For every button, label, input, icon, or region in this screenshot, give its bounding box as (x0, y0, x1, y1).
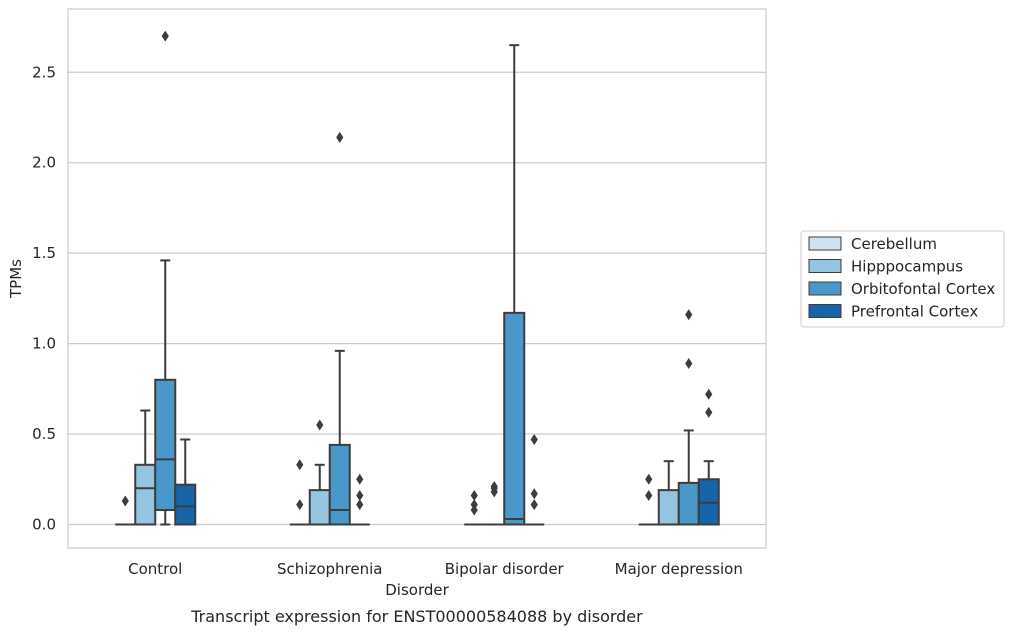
outlier-point (685, 358, 693, 370)
y-tick-label: 0.5 (32, 425, 56, 443)
box-hipppocampus (484, 481, 505, 526)
box-hipppocampus (134, 409, 157, 526)
iqr-box (154, 378, 177, 512)
iqr-box (677, 481, 700, 526)
outlier-point (296, 499, 304, 511)
y-axis-label: TPMs (7, 259, 25, 299)
outlier-point (356, 499, 364, 511)
box-prefrontal-cortex (349, 473, 370, 526)
iqr-box (657, 489, 680, 526)
legend-swatch (808, 281, 842, 296)
legend-label: Orbitofontal Cortex (851, 280, 995, 298)
legend-swatch (808, 259, 842, 273)
box-cerebellum (289, 459, 310, 526)
box-orbitofontal-cortex (328, 131, 351, 526)
legend-frame (800, 230, 1005, 328)
chart-caption: Transcript expression for ENST0000058408… (190, 607, 643, 626)
legend-label: Hipppocampus (851, 258, 963, 276)
box-hipppocampus (308, 419, 331, 526)
outlier-point (705, 388, 713, 400)
box-orbitofontal-cortex (503, 44, 526, 526)
outlier-point (645, 473, 653, 485)
outlier-point (705, 406, 713, 418)
box-orbitofontal-cortex (154, 30, 177, 526)
box-cerebellum (464, 490, 485, 526)
y-tick-label: 0.0 (32, 515, 56, 533)
y-axis-ticks: 0.0 0.5 1.0 1.5 2.0 2.5 (32, 63, 56, 533)
legend-swatch (808, 236, 842, 251)
outlier-point (530, 433, 538, 445)
iqr-box (308, 489, 331, 526)
legend-label: Cerebellum (851, 235, 937, 253)
x-tick-label: Bipolar disorder (445, 560, 565, 578)
outlier-point (470, 490, 478, 502)
outlier-point (336, 131, 344, 143)
outlier-point (470, 499, 478, 511)
box-prefrontal-cortex (174, 438, 197, 526)
y-tick-label: 1.0 (32, 335, 56, 353)
x-tick-label: Major depression (615, 560, 743, 578)
outlier-point (645, 490, 653, 502)
boxes (115, 30, 720, 526)
outlier-point (490, 481, 498, 493)
outlier-point (685, 309, 693, 321)
x-axis-ticks: Control Schizophrenia Bipolar disorder Majo… (128, 560, 743, 578)
outlier-point (356, 473, 364, 485)
iqr-box (174, 483, 197, 526)
iqr-box (134, 463, 157, 526)
y-tick-label: 2.0 (32, 154, 56, 172)
box-orbitofontal-cortex (677, 309, 700, 526)
outlier-point (121, 495, 129, 507)
legend: Cerebellum Hipppocampus Orbitofontal Corte… (800, 230, 1005, 328)
outlier-point (296, 459, 304, 471)
y-tick-label: 2.5 (32, 63, 56, 81)
outlier-point (530, 499, 538, 511)
x-axis-label: Disorder (385, 581, 449, 599)
y-tick-label: 1.5 (32, 244, 56, 262)
box-cerebellum (115, 495, 136, 526)
legend-label: Prefrontal Cortex (851, 303, 978, 321)
x-tick-label: Control (128, 560, 182, 578)
outlier-point (530, 488, 538, 500)
outlier-point (316, 419, 324, 431)
legend-swatch (808, 304, 842, 318)
plot-area-frame (67, 8, 767, 549)
box-prefrontal-cortex (524, 433, 545, 526)
box-cerebellum (638, 473, 659, 526)
iqr-box (503, 311, 526, 526)
x-tick-label: Schizophrenia (277, 560, 382, 578)
box-prefrontal-cortex (697, 388, 720, 526)
iqr-box (328, 443, 351, 526)
outlier-point (356, 490, 364, 502)
outlier-point (161, 30, 169, 42)
